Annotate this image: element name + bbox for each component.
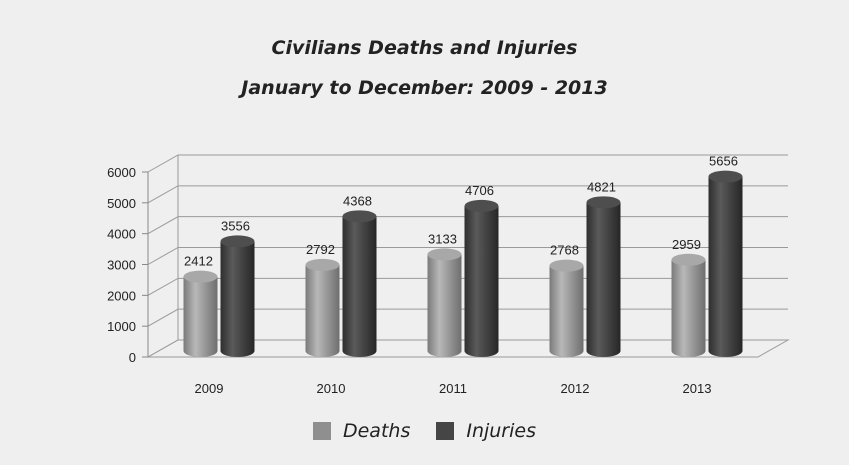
bar-deaths	[549, 259, 584, 357]
y-tick-label: 6000	[107, 165, 136, 180]
chart-title: Civilians Deaths and Injuries	[271, 37, 578, 59]
bar-body	[305, 264, 340, 357]
y-tick-label: 3000	[107, 258, 136, 273]
x-tick-label: 2011	[439, 381, 467, 396]
y-tick-label: 5000	[107, 196, 136, 211]
x-tick-label: 2013	[683, 381, 712, 396]
data-label: 2792	[306, 242, 335, 257]
bar-deaths	[671, 253, 706, 357]
bar-body	[464, 205, 499, 357]
y-tick-label: 0	[129, 350, 136, 365]
gridline	[147, 154, 788, 173]
bar-top	[342, 210, 377, 223]
bar-body	[671, 259, 706, 357]
legend-label-injuries: Injuries	[466, 420, 536, 442]
gridline	[147, 277, 788, 296]
bar-top	[305, 258, 340, 271]
legend: Deaths Injuries	[0, 420, 849, 442]
gridline	[147, 185, 788, 204]
bar-top	[671, 253, 706, 266]
gridline	[147, 247, 788, 265]
bars	[183, 170, 743, 357]
bar-body	[220, 241, 255, 357]
y-tick-label: 2000	[107, 288, 136, 303]
x-tick-label: 2012	[561, 381, 590, 396]
bar-body	[342, 216, 377, 357]
gridline	[147, 216, 788, 235]
bar-body	[549, 265, 584, 357]
bar-deaths	[183, 270, 218, 357]
bar-top	[427, 248, 462, 261]
data-label: 2959	[672, 237, 701, 252]
legend-swatch-deaths	[312, 422, 331, 440]
bar-body	[708, 176, 743, 357]
bar-top	[183, 270, 218, 283]
bar-top	[586, 196, 621, 209]
data-label: 5656	[709, 154, 738, 169]
bar-top	[464, 199, 499, 212]
bar-deaths	[427, 248, 462, 357]
data-label: 4368	[343, 193, 372, 208]
bar-injuries	[708, 170, 743, 357]
bar-top	[220, 235, 255, 248]
x-axis: 2009 2010 2011 2012 2013	[195, 381, 712, 396]
legend-item-injuries: Injuries	[436, 420, 536, 442]
legend-label-deaths: Deaths	[342, 420, 411, 442]
bar-body	[427, 254, 462, 357]
chart-subtitle: January to December: 2009 - 2013	[241, 77, 608, 99]
data-label: 3133	[428, 231, 457, 246]
x-tick-label: 2010	[317, 381, 346, 396]
gridline	[147, 308, 788, 327]
bar-top	[708, 170, 743, 183]
bar-injuries	[342, 210, 377, 357]
y-tick-label: 1000	[107, 319, 136, 334]
legend-item-deaths: Deaths	[312, 420, 411, 442]
x-tick-label: 2009	[195, 381, 224, 396]
bar-injuries	[220, 235, 255, 357]
bar-injuries	[464, 199, 499, 357]
bar-deaths	[305, 258, 340, 357]
data-label: 4706	[465, 183, 494, 198]
gridlines	[147, 154, 788, 358]
y-axis: 0 1000 2000 3000 4000 5000 6000	[107, 165, 149, 365]
bar-body	[183, 276, 218, 357]
data-label: 2412	[184, 254, 213, 269]
data-label: 4821	[587, 179, 616, 194]
legend-swatch-injuries	[436, 422, 455, 440]
bar-injuries	[586, 196, 621, 357]
bar-body	[586, 202, 621, 357]
bar-top	[549, 259, 584, 272]
data-labels: 2412 3556 2792 4368 3133 4706 2768 4821 2959 5656	[184, 154, 738, 269]
gridline	[147, 339, 788, 358]
y-tick-label: 4000	[107, 227, 136, 242]
data-label: 2768	[550, 243, 579, 258]
data-label: 3556	[221, 218, 250, 233]
